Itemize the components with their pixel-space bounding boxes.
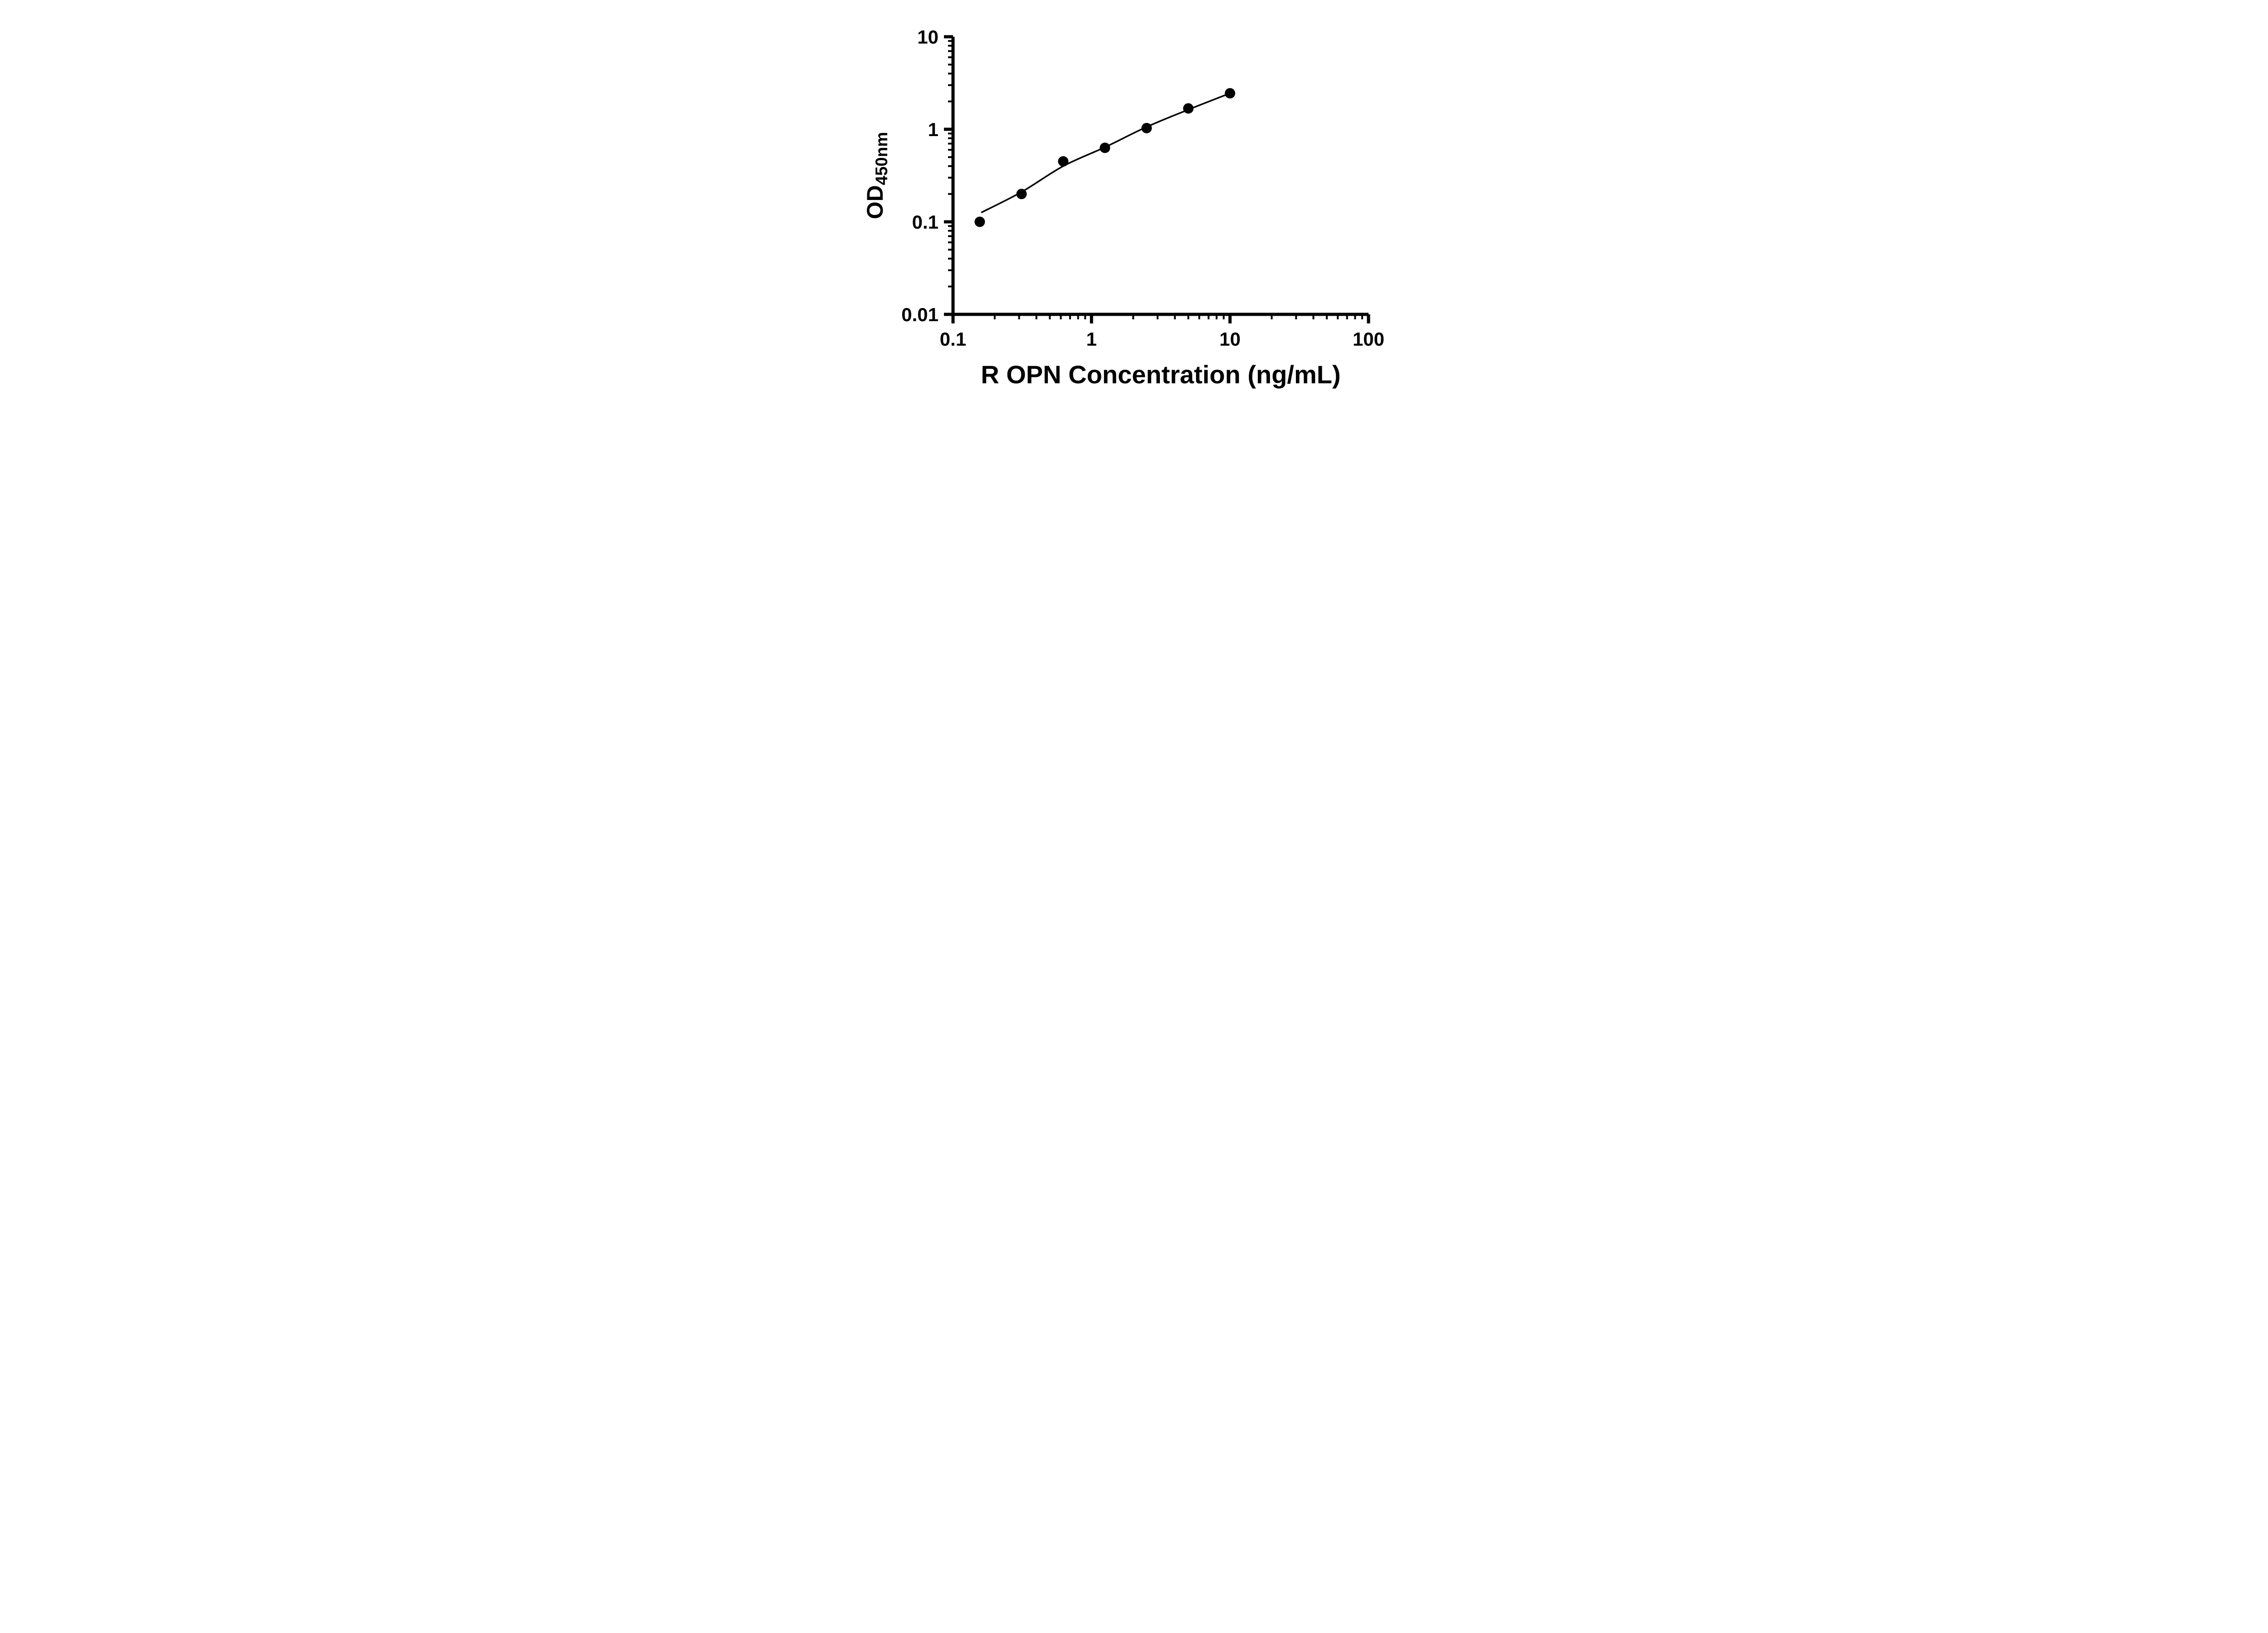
data-point	[1224, 88, 1235, 99]
data-point	[1141, 122, 1152, 133]
standard-curve-chart: R OPN Concentration (ng/mL) OD450nm 0.1 1…	[862, 26, 1384, 389]
y-tick-label: 0.01	[901, 304, 938, 325]
y-axis-title: OD450nm	[862, 132, 891, 219]
elisa-standard-curve-figure: R OPN Concentration (ng/mL) OD450nm 0.1 1…	[850, 0, 1418, 408]
y-tick-label: 1	[928, 119, 938, 140]
y-axis-title-subscript: 450nm	[872, 132, 891, 185]
y-tick-label: 10	[917, 26, 938, 48]
y-tick-label: 0.1	[912, 211, 938, 233]
x-tick-label: 100	[1352, 328, 1384, 350]
x-axis-title: R OPN Concentration (ng/mL)	[981, 360, 1340, 389]
x-tick-label: 1	[1086, 328, 1096, 350]
data-point	[1183, 103, 1193, 114]
x-tick-label: 0.1	[939, 328, 966, 350]
data-point	[1016, 189, 1027, 200]
data-point	[1099, 142, 1110, 153]
x-tick-label: 10	[1219, 328, 1241, 350]
data-point	[1058, 156, 1069, 167]
y-axis-title-main: OD	[862, 185, 888, 219]
data-point	[974, 216, 985, 227]
